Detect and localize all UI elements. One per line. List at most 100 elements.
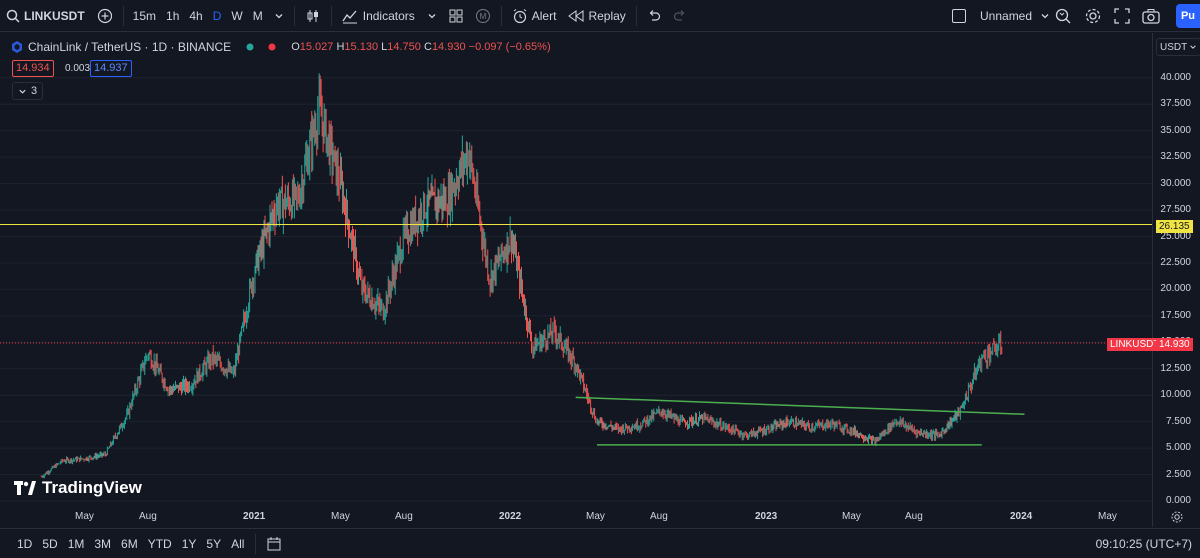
indicators-label: Indicators bbox=[362, 8, 415, 23]
price-tick-label: 0.000 bbox=[1165, 495, 1191, 506]
range-button-6m[interactable]: 6M bbox=[121, 536, 138, 551]
fullscreen-icon[interactable] bbox=[1114, 8, 1130, 24]
time-tick-label: Aug bbox=[905, 511, 923, 522]
range-button-1d[interactable]: 1D bbox=[17, 536, 33, 551]
spread-value: 0.003 bbox=[65, 63, 91, 74]
timeframe-w[interactable]: W bbox=[231, 8, 243, 23]
range-button-ytd[interactable]: YTD bbox=[147, 536, 172, 551]
range-button-5y[interactable]: 5Y bbox=[206, 536, 222, 551]
redo-button[interactable] bbox=[667, 0, 693, 32]
currency-selector[interactable]: USDT bbox=[1156, 38, 1200, 56]
price-chart[interactable] bbox=[0, 33, 1152, 527]
timeframe-1h[interactable]: 1h bbox=[166, 8, 180, 23]
time-tick-label: Aug bbox=[139, 511, 157, 522]
tradingview-logo: TradingView bbox=[14, 478, 142, 498]
close-value: 14.930 bbox=[431, 41, 466, 53]
horizontal-line-label: 26.135 bbox=[1156, 220, 1193, 233]
tradingview-logo-icon bbox=[14, 481, 36, 495]
compare-button[interactable] bbox=[91, 0, 119, 32]
quick-search-icon[interactable] bbox=[1054, 7, 1072, 25]
symbol-label: LINKUSDT bbox=[24, 8, 85, 23]
time-tick-label: May bbox=[842, 511, 861, 522]
price-tick-label: 35.000 bbox=[1160, 124, 1191, 136]
price-tick-label: 27.500 bbox=[1160, 204, 1191, 216]
price-tick-label: 2.500 bbox=[1165, 468, 1191, 480]
symbol-title[interactable]: ChainLink / TetherUS · 1D · BINANCE bbox=[28, 40, 232, 54]
m-circle-icon: M bbox=[475, 8, 491, 24]
svg-text:M: M bbox=[479, 12, 486, 21]
symbol-search[interactable]: LINKUSDT bbox=[0, 0, 91, 32]
chart-pane[interactable] bbox=[0, 33, 1152, 527]
divider bbox=[500, 5, 502, 26]
camera-icon[interactable] bbox=[1142, 8, 1160, 24]
candles-icon bbox=[305, 8, 321, 24]
sell-price-button[interactable]: 14.934 bbox=[12, 60, 54, 77]
time-tick-label: May bbox=[75, 511, 94, 522]
layouts-button[interactable] bbox=[443, 0, 469, 32]
brand-name: TradingView bbox=[42, 478, 142, 497]
clock[interactable]: 09:10:25 (UTC+7) bbox=[1095, 537, 1192, 551]
divider bbox=[330, 5, 332, 26]
range-buttons: 1D 5D 1M 3M 6M YTD 1Y 5Y All bbox=[0, 537, 249, 551]
range-button-1m[interactable]: 1M bbox=[67, 536, 85, 551]
undo-button[interactable] bbox=[641, 0, 667, 32]
ohlc-values: O15.027 H15.130 L14.750 C14.930 −0.097 (… bbox=[291, 41, 551, 53]
price-tick-label: 7.500 bbox=[1165, 415, 1191, 427]
timeframe-d[interactable]: D bbox=[212, 8, 222, 23]
calendar-range-icon[interactable] bbox=[266, 536, 282, 552]
price-tick-label: 37.500 bbox=[1160, 98, 1191, 110]
chart-type-button[interactable] bbox=[299, 0, 327, 32]
range-button-1y[interactable]: 1Y bbox=[181, 536, 197, 551]
alert-label: Alert bbox=[531, 8, 557, 23]
price-tick-label: 40.000 bbox=[1160, 71, 1191, 83]
indicator-count: 3 bbox=[31, 85, 38, 97]
divider bbox=[635, 5, 637, 26]
low-value: 14.750 bbox=[387, 41, 421, 53]
timeframe-15m[interactable]: 15m bbox=[132, 8, 157, 23]
divider bbox=[255, 533, 257, 554]
buy-price-button[interactable]: 14.937 bbox=[90, 60, 132, 77]
time-tick-label: May bbox=[1098, 511, 1117, 522]
layout-name: Unnamed bbox=[980, 9, 1033, 23]
divider bbox=[122, 5, 124, 26]
price-tick-label: 30.000 bbox=[1160, 177, 1191, 189]
replay-button[interactable]: Replay bbox=[562, 0, 631, 32]
gear-icon[interactable] bbox=[1084, 7, 1102, 25]
currency-label: USDT bbox=[1160, 41, 1188, 53]
range-button-5d[interactable]: 5D bbox=[42, 536, 58, 551]
indicators-icon bbox=[342, 8, 358, 24]
chevron-down-icon bbox=[18, 87, 27, 96]
timeframe-4h[interactable]: 4h bbox=[189, 8, 203, 23]
undo-icon bbox=[647, 9, 661, 23]
publish-button[interactable]: Pu bbox=[1176, 4, 1200, 28]
indicators-button[interactable]: Indicators bbox=[336, 0, 443, 32]
timeframe-dropdown[interactable] bbox=[268, 0, 290, 32]
price-tick-label: 22.500 bbox=[1160, 256, 1191, 268]
time-tick-label: 2021 bbox=[243, 511, 266, 522]
indicators-collapse-button[interactable]: 3 bbox=[12, 82, 44, 100]
time-axis-settings-icon[interactable] bbox=[1170, 510, 1184, 524]
range-button-3m[interactable]: 3M bbox=[94, 536, 112, 551]
price-tick-label: 12.500 bbox=[1160, 362, 1191, 374]
price-tick-label: 5.000 bbox=[1165, 442, 1191, 454]
divider bbox=[293, 5, 295, 26]
alert-button[interactable]: Alert bbox=[506, 0, 563, 32]
chainlink-logo-icon bbox=[10, 40, 24, 54]
price-tick-label: 20.000 bbox=[1160, 283, 1191, 295]
bottom-toolbar: 1D 5D 1M 3M 6M YTD 1Y 5Y All 09:10:25 (UTC+7) bbox=[0, 528, 1200, 558]
community-scripts-button[interactable]: M bbox=[469, 0, 497, 32]
time-tick-label: 2022 bbox=[499, 511, 522, 522]
layout-menu[interactable]: Unnamed bbox=[952, 0, 1050, 32]
price-tick-label: 10.000 bbox=[1160, 389, 1191, 401]
right-tools bbox=[1054, 0, 1160, 32]
price-tick-label: 17.500 bbox=[1160, 309, 1191, 321]
search-icon bbox=[6, 9, 20, 23]
change-value: −0.097 (−0.65%) bbox=[468, 41, 551, 53]
timeframe-m[interactable]: M bbox=[252, 8, 263, 23]
plus-circle-icon bbox=[97, 8, 113, 24]
live-dot-icon bbox=[245, 42, 255, 52]
range-button-all[interactable]: All bbox=[231, 536, 245, 551]
redo-icon bbox=[673, 9, 687, 23]
top-toolbar: LINKUSDT 15m 1h 4h D W M Indicators bbox=[0, 0, 1200, 32]
price-axis[interactable] bbox=[1152, 33, 1200, 527]
